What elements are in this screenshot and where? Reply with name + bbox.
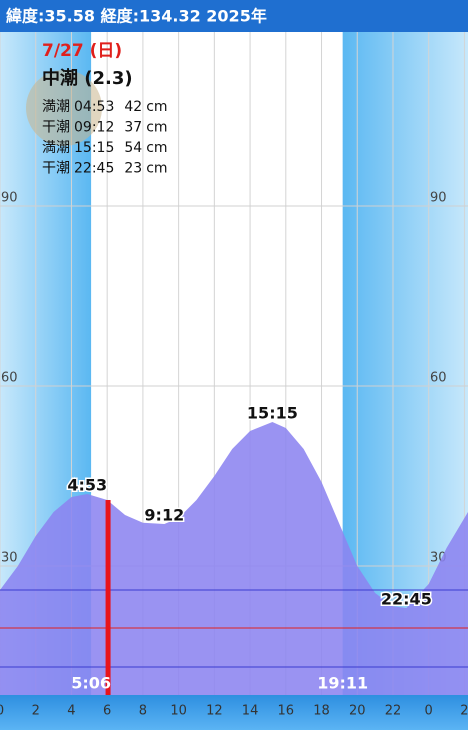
event-label: 22:45 (381, 590, 432, 609)
header-bar (0, 0, 468, 32)
tide-unit: cm (146, 120, 167, 136)
tide-row: 干潮 22:45 23 cm (42, 161, 168, 177)
y-tick-label: 60 (430, 371, 447, 386)
event-label: 15:15 (247, 404, 298, 423)
date: 7/27 (日) (42, 41, 122, 61)
x-tick-label: 8 (139, 704, 147, 719)
y-tick-label: 30 (1, 551, 18, 566)
tide-kind: 干潮 (42, 120, 70, 136)
x-tick-label: 10 (170, 704, 187, 719)
tide-kind: 干潮 (42, 161, 70, 177)
x-tick-label: 0 (425, 704, 433, 719)
x-tick-label: 16 (278, 704, 295, 719)
tide-time: 22:45 (74, 161, 114, 177)
x-tick-label: 14 (242, 704, 259, 719)
moon (26, 70, 102, 146)
tide-kind: 満潮 (42, 140, 70, 156)
x-tick-label: 4 (67, 704, 75, 719)
tide-unit: cm (146, 161, 167, 177)
x-tick-label: 6 (103, 704, 111, 719)
x-tick-label: 22 (385, 704, 402, 719)
x-tick-label: 2 (32, 704, 40, 719)
event-label: 9:12 (144, 506, 184, 525)
header: 緯度:35.58 経度:134.32 2025年 (6, 7, 267, 26)
y-tick-label: 60 (1, 371, 18, 386)
y-tick-label: 90 (430, 191, 447, 206)
tide-area (0, 422, 468, 695)
x-tick-label: 2 (460, 704, 468, 719)
tide-kind: 満潮 (42, 99, 70, 115)
tide-row: 満潮 04:53 42 cm (42, 99, 168, 115)
tide-time: 09:12 (74, 120, 114, 136)
tide-unit: cm (146, 140, 167, 156)
tide-row: 干潮 09:12 37 cm (42, 120, 168, 136)
x-tick-label: 18 (313, 704, 330, 719)
tide-height: 37 (124, 120, 142, 136)
tide-time: 15:15 (74, 140, 114, 156)
x-tick-label: 12 (206, 704, 223, 719)
tide-unit: cm (146, 99, 167, 115)
y-tick-label: 90 (1, 191, 18, 206)
tide-height: 23 (124, 161, 142, 177)
event-label: 4:53 (67, 476, 107, 495)
tide-name: 中潮 (2.3) (42, 67, 133, 89)
tide-time: 04:53 (74, 99, 114, 115)
sunset-label: 19:11 (317, 674, 368, 693)
x-axis-bar (0, 695, 468, 730)
tide-height: 54 (124, 140, 142, 156)
tide-row: 満潮 15:15 54 cm (42, 140, 168, 156)
x-tick-label: 0 (0, 704, 4, 719)
tide-height: 42 (124, 99, 142, 115)
sunrise-label: 5:06 (71, 674, 111, 693)
x-tick-label: 20 (349, 704, 366, 719)
